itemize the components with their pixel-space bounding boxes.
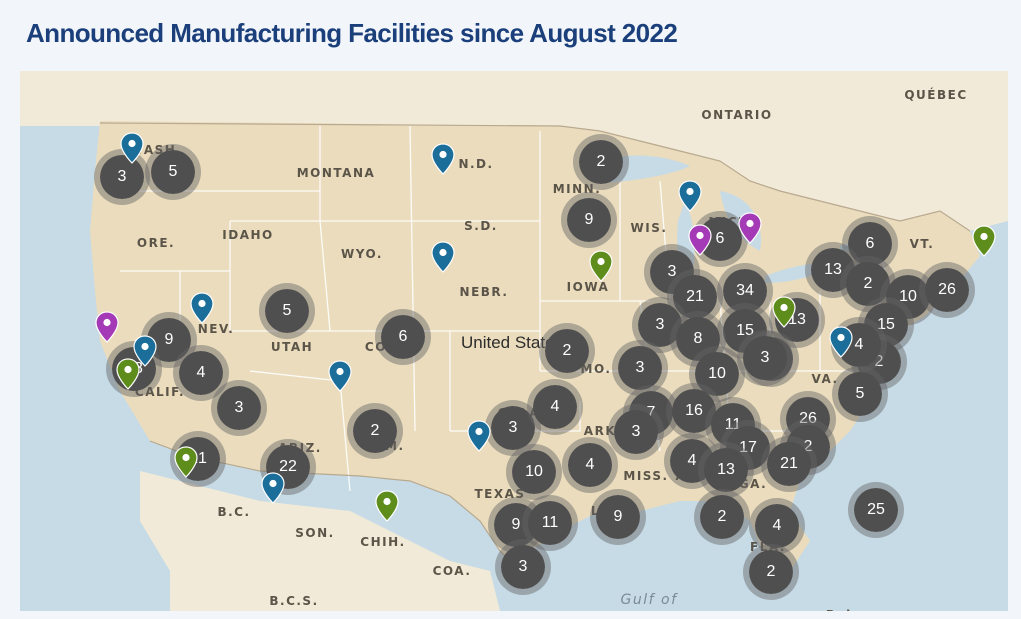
facility-cluster[interactable]: 2	[743, 544, 799, 600]
facility-cluster[interactable]: 3	[495, 539, 551, 595]
facility-cluster[interactable]: 2	[694, 489, 750, 545]
facility-cluster[interactable]: 5	[145, 144, 201, 200]
facility-cluster[interactable]: 3	[608, 404, 664, 460]
facility-cluster[interactable]: 6	[375, 309, 431, 365]
facility-cluster[interactable]: 5	[832, 366, 888, 422]
facility-cluster[interactable]: 11	[522, 495, 578, 551]
facility-cluster[interactable]: 4	[527, 379, 583, 435]
facility-cluster[interactable]: 21	[761, 436, 817, 492]
facility-cluster[interactable]: 4	[562, 437, 618, 493]
facility-cluster[interactable]: 10	[506, 444, 562, 500]
facility-cluster[interactable]: 4	[173, 345, 229, 401]
facility-cluster[interactable]: 9	[561, 192, 617, 248]
facility-cluster[interactable]: 25	[848, 482, 904, 538]
facility-cluster[interactable]: 5	[259, 283, 315, 339]
facility-cluster[interactable]: 9	[590, 489, 646, 545]
facility-cluster[interactable]: 2	[347, 403, 403, 459]
page-title: Announced Manufacturing Facilities since…	[26, 18, 678, 48]
facilities-map[interactable]: WASH.MONTANAN.D.MINN.ONTARIOQUÉBECORE.ID…	[20, 71, 1008, 611]
facility-cluster[interactable]: 26	[919, 262, 975, 318]
facility-cluster[interactable]: 2	[539, 323, 595, 379]
facility-cluster[interactable]: 2	[573, 134, 629, 190]
facility-cluster[interactable]: 3	[211, 380, 267, 436]
mexico-land	[140, 471, 500, 611]
facility-cluster[interactable]: 3	[737, 330, 793, 386]
facility-cluster[interactable]: 3	[612, 340, 668, 396]
canada-land	[20, 71, 1008, 231]
canada-border	[99, 122, 971, 232]
